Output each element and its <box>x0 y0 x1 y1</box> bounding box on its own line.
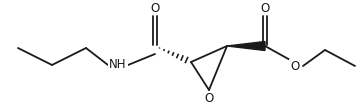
Text: O: O <box>204 92 213 105</box>
Text: O: O <box>291 59 300 72</box>
Polygon shape <box>227 42 265 51</box>
Text: O: O <box>150 1 159 14</box>
Text: O: O <box>260 1 270 14</box>
Text: NH: NH <box>109 58 127 71</box>
